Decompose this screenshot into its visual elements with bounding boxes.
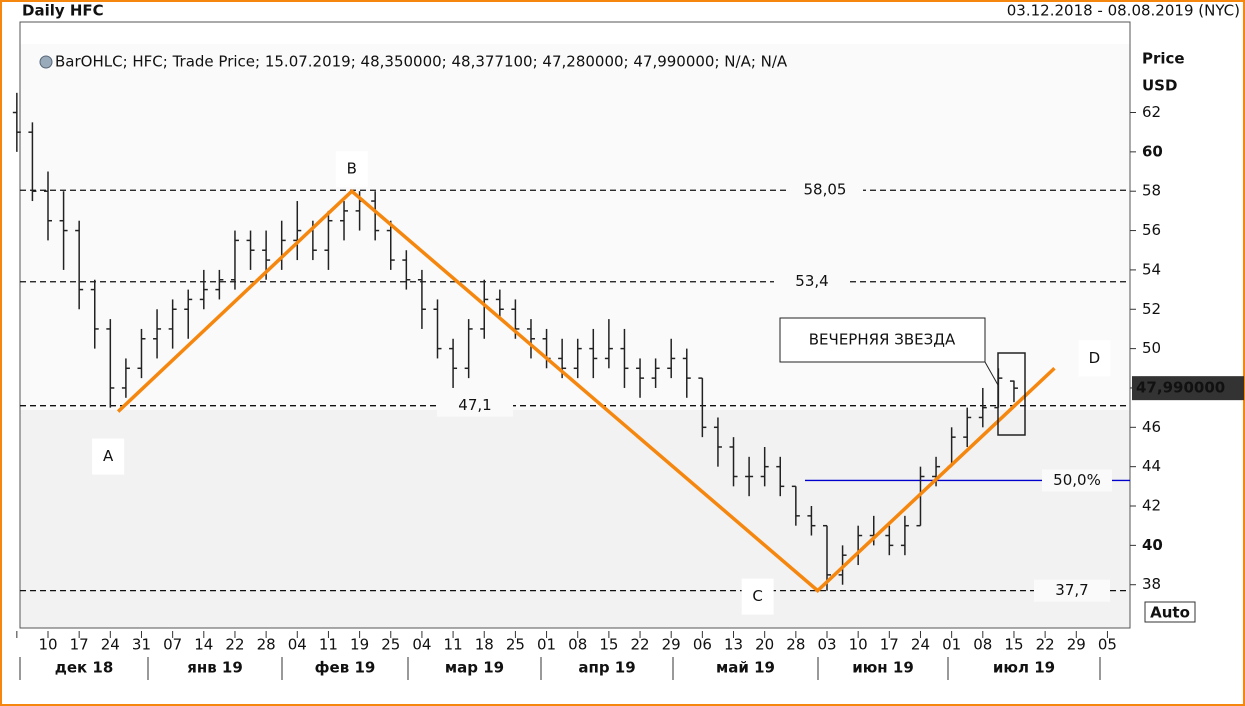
x-tick-label: 10: [38, 636, 57, 654]
month-label: июл 19: [993, 659, 1055, 677]
pattern-line: [116, 188, 1056, 593]
x-tick-label: 01: [537, 636, 556, 654]
x-tick-label: 13: [724, 636, 743, 654]
pattern-label: D: [1089, 349, 1101, 367]
y-tick-label: 58: [1142, 182, 1161, 200]
y-tick-label: 54: [1142, 260, 1161, 278]
highlight-box: [997, 352, 1026, 436]
y-tick-label: 42: [1142, 497, 1161, 515]
pattern-label-bg: [92, 438, 125, 475]
y-tick-label: 62: [1142, 103, 1161, 121]
x-tick-label: 31: [132, 636, 151, 654]
x-tick-label: 11: [319, 636, 338, 654]
x-tick-label: 29: [662, 636, 681, 654]
level-label-bg: [774, 270, 850, 293]
auto-button-label[interactable]: Auto: [1150, 604, 1190, 622]
level-label: 47,1: [458, 396, 491, 414]
x-tick-label: 05: [1098, 636, 1117, 654]
month-label: янв 19: [187, 659, 243, 677]
annotation: ВЕЧЕРНЯЯ ЗВЕЗДА: [809, 331, 956, 349]
x-tick-label: 25: [381, 636, 400, 654]
x-tick-label: 20: [755, 636, 774, 654]
level-label-bg: [787, 179, 863, 202]
pattern-label-bg: [335, 151, 368, 188]
x-tick-label: 19: [350, 636, 369, 654]
x-tick-label: 24: [101, 636, 120, 654]
plot-bg-lower: [20, 410, 1130, 628]
pattern-label-bg: [741, 578, 774, 615]
legend-icon: [39, 55, 53, 69]
y-axis-label: USD: [1142, 77, 1177, 95]
x-tick-label: 08: [973, 636, 992, 654]
x-tick-label: 22: [225, 636, 244, 654]
y-tick-label: 38: [1142, 575, 1161, 593]
x-tick-label: 28: [786, 636, 805, 654]
y-tick-label: 44: [1142, 457, 1161, 475]
x-tick-label: 17: [880, 636, 899, 654]
x-tick-label: 24: [911, 636, 930, 654]
fib-label-bg: [1042, 469, 1112, 492]
y-axis-label: Price: [1142, 50, 1185, 68]
y-tick-label: 52: [1142, 300, 1161, 318]
fib-label: 50,0%: [1053, 471, 1101, 489]
y-tick-label: 40: [1142, 536, 1163, 554]
last-price: 47,990000: [1136, 379, 1225, 397]
x-tick-label: 07: [163, 636, 182, 654]
x-tick-label: 11: [444, 636, 463, 654]
date-range: 03.12.2018 - 08.08.2019 (NYC): [1007, 2, 1240, 20]
x-tick-label: 18: [475, 636, 494, 654]
month-label: июн 19: [852, 659, 914, 677]
x-tick-label: 01: [942, 636, 961, 654]
x-tick-label: 04: [412, 636, 431, 654]
y-tick-label: 60: [1142, 142, 1163, 160]
x-tick-label: 22: [1036, 636, 1055, 654]
legend: BarOHLC; HFC; Trade Price; 15.07.2019; 4…: [55, 53, 788, 71]
x-tick-label: 29: [1067, 636, 1086, 654]
level-label: 58,05: [804, 181, 847, 199]
month-label: апр 19: [578, 659, 635, 677]
x-tick-label: 28: [257, 636, 276, 654]
pattern-label: A: [103, 447, 114, 465]
y-tick-label: 56: [1142, 221, 1161, 239]
x-tick-label: 14: [194, 636, 213, 654]
x-tick-label: 03: [817, 636, 836, 654]
month-label: фев 19: [315, 659, 376, 677]
pattern-label: C: [752, 587, 762, 605]
plot-border: [19, 21, 1131, 629]
x-tick-label: 08: [568, 636, 587, 654]
level-label-bg: [437, 394, 513, 417]
level-label-bg: [1034, 579, 1110, 602]
x-tick-label: 04: [288, 636, 307, 654]
x-tick-label: 10: [849, 636, 868, 654]
month-label: мар 19: [445, 659, 504, 677]
y-tick-label: 46: [1142, 418, 1161, 436]
month-label: май 19: [716, 659, 775, 677]
month-label: дек 18: [55, 659, 114, 677]
annotation-pointer: [984, 361, 999, 386]
x-tick-label: 22: [630, 636, 649, 654]
pattern-label: B: [347, 160, 357, 178]
last-price-bg: [1132, 376, 1244, 401]
x-tick-label: 15: [1004, 636, 1023, 654]
level-label: 53,4: [795, 272, 828, 290]
auto-button[interactable]: [1144, 601, 1196, 623]
annotation-box: [779, 317, 986, 363]
x-tick-label: 25: [506, 636, 525, 654]
x-tick-label: 15: [599, 636, 618, 654]
chart-title: Daily HFC: [22, 2, 104, 20]
x-tick-label: 06: [693, 636, 712, 654]
pattern-label-bg: [1078, 340, 1111, 377]
level-label: 37,7: [1055, 581, 1088, 599]
x-tick-label: 17: [70, 636, 89, 654]
y-tick-label: 50: [1142, 339, 1161, 357]
